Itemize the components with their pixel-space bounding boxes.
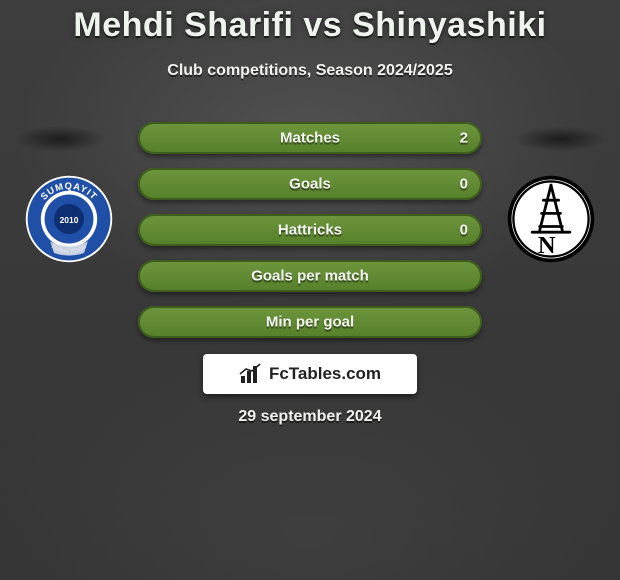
stat-label: Goals (138, 176, 482, 193)
player-shadow-left (14, 126, 106, 152)
branding-text: FcTables.com (269, 364, 381, 384)
stat-label: Min per goal (138, 314, 482, 331)
stat-row: Min per goal (138, 306, 482, 338)
stat-row: Goals 0 (138, 168, 482, 200)
stats-container: Matches 2 Goals 0 Hattricks 0 Goals per … (138, 122, 482, 352)
club-badge-right: N (504, 172, 598, 266)
stat-row: Hattricks 0 (138, 214, 482, 246)
sumqayit-badge-icon: SUMQAYIT Futbol Klubu 2010 (22, 172, 116, 266)
badge-letter: N (538, 232, 556, 259)
stat-value: 0 (460, 222, 468, 239)
stat-row: Goals per match (138, 260, 482, 292)
stat-label: Matches (138, 130, 482, 147)
stat-row: Matches 2 (138, 122, 482, 154)
player-shadow-right (514, 126, 606, 152)
page-subtitle: Club competitions, Season 2024/2025 (0, 62, 620, 80)
bar-chart-icon (239, 363, 263, 385)
date: 29 september 2024 (0, 408, 620, 426)
page-title: Mehdi Sharifi vs Shinyashiki (0, 6, 620, 45)
neftci-badge-icon: N (504, 172, 598, 266)
badge-year: 2010 (60, 215, 79, 225)
branding-badge: FcTables.com (203, 354, 417, 394)
stat-label: Goals per match (138, 268, 482, 285)
stat-value: 2 (460, 130, 468, 147)
stat-label: Hattricks (138, 222, 482, 239)
stat-value: 0 (460, 176, 468, 193)
club-badge-left: SUMQAYIT Futbol Klubu 2010 (22, 172, 116, 266)
